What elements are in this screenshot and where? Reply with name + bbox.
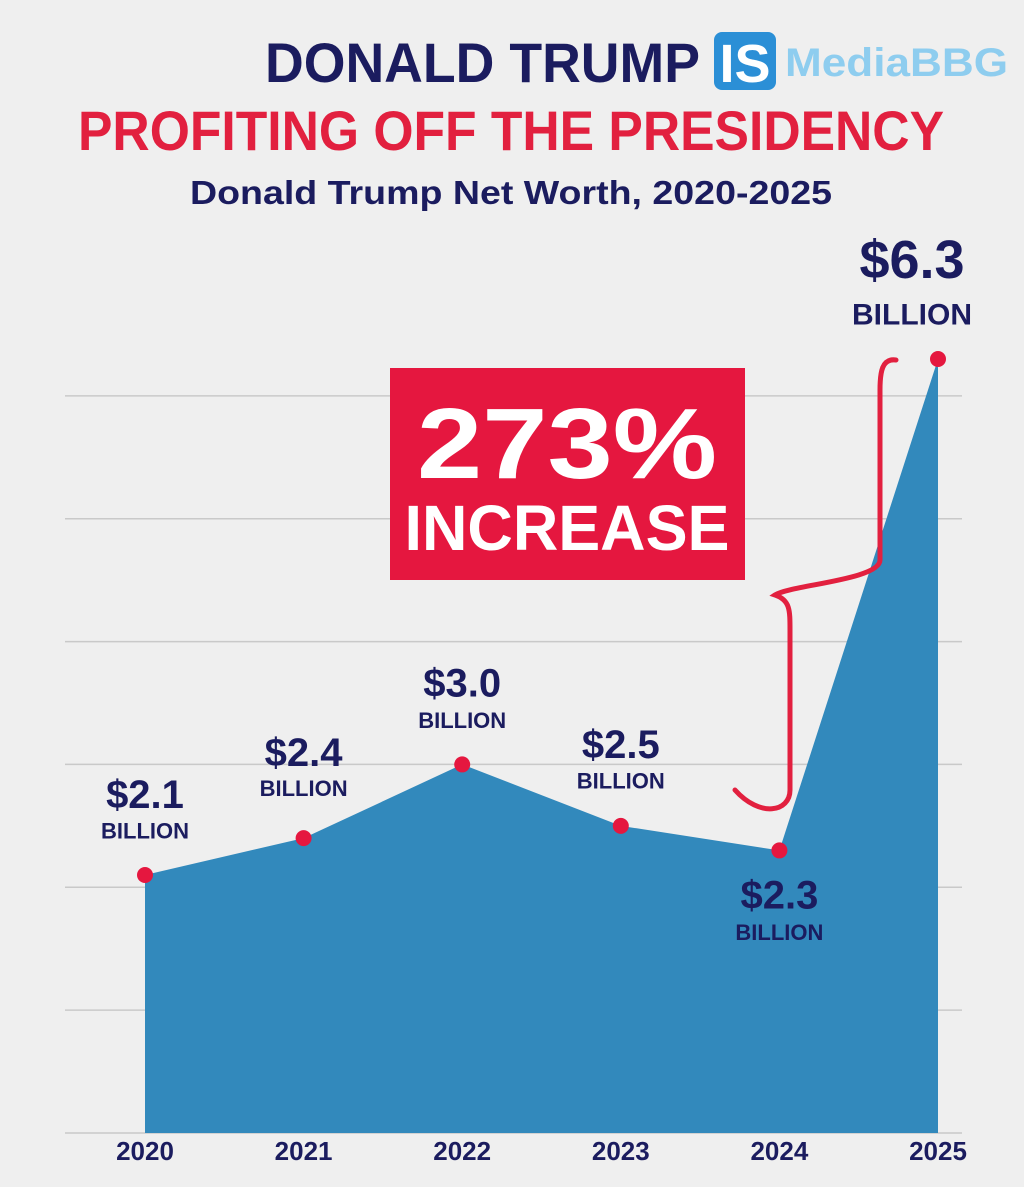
area <box>145 359 938 1133</box>
value-unit: BILLION <box>101 819 189 844</box>
value-label: $2.4 <box>265 731 344 775</box>
value-unit: BILLION <box>852 299 972 332</box>
value-label: $6.3 <box>859 230 964 290</box>
data-point <box>930 351 946 367</box>
data-point <box>771 842 788 859</box>
x-tick-label: 2021 <box>275 1136 333 1166</box>
value-unit: BILLION <box>418 708 506 733</box>
headline: PROFITING OFF THE PRESIDENCY <box>78 99 944 162</box>
chart-title: DONALD TRUMP <box>265 31 700 94</box>
value-label: $2.1 <box>106 773 184 817</box>
annotation-figure: 273% <box>417 388 717 500</box>
subtitle: Donald Trump Net Worth, 2020-2025 <box>190 174 832 211</box>
title-badge-box <box>714 32 776 90</box>
data-point <box>295 830 312 847</box>
title-badge: IS <box>719 34 770 94</box>
x-tick-label: 2020 <box>116 1136 174 1166</box>
x-tick-label: 2024 <box>750 1136 808 1166</box>
data-point <box>137 867 153 883</box>
value-label: $2.3 <box>740 873 818 917</box>
watermark: MediaBBG <box>785 41 1008 85</box>
value-unit: BILLION <box>735 920 823 945</box>
annotation-box <box>390 368 745 580</box>
x-tick-label: 2022 <box>433 1136 491 1166</box>
value-unit: BILLION <box>577 769 665 794</box>
value-label: $3.0 <box>423 661 501 705</box>
increase-brace <box>732 357 899 812</box>
data-point <box>454 756 471 773</box>
annotation-text: INCREASE <box>405 492 730 564</box>
value-label: $2.5 <box>582 723 660 767</box>
x-tick-label: 2025 <box>909 1136 967 1166</box>
data-point <box>612 817 629 834</box>
value-unit: BILLION <box>260 776 348 801</box>
x-tick-label: 2023 <box>592 1136 650 1166</box>
